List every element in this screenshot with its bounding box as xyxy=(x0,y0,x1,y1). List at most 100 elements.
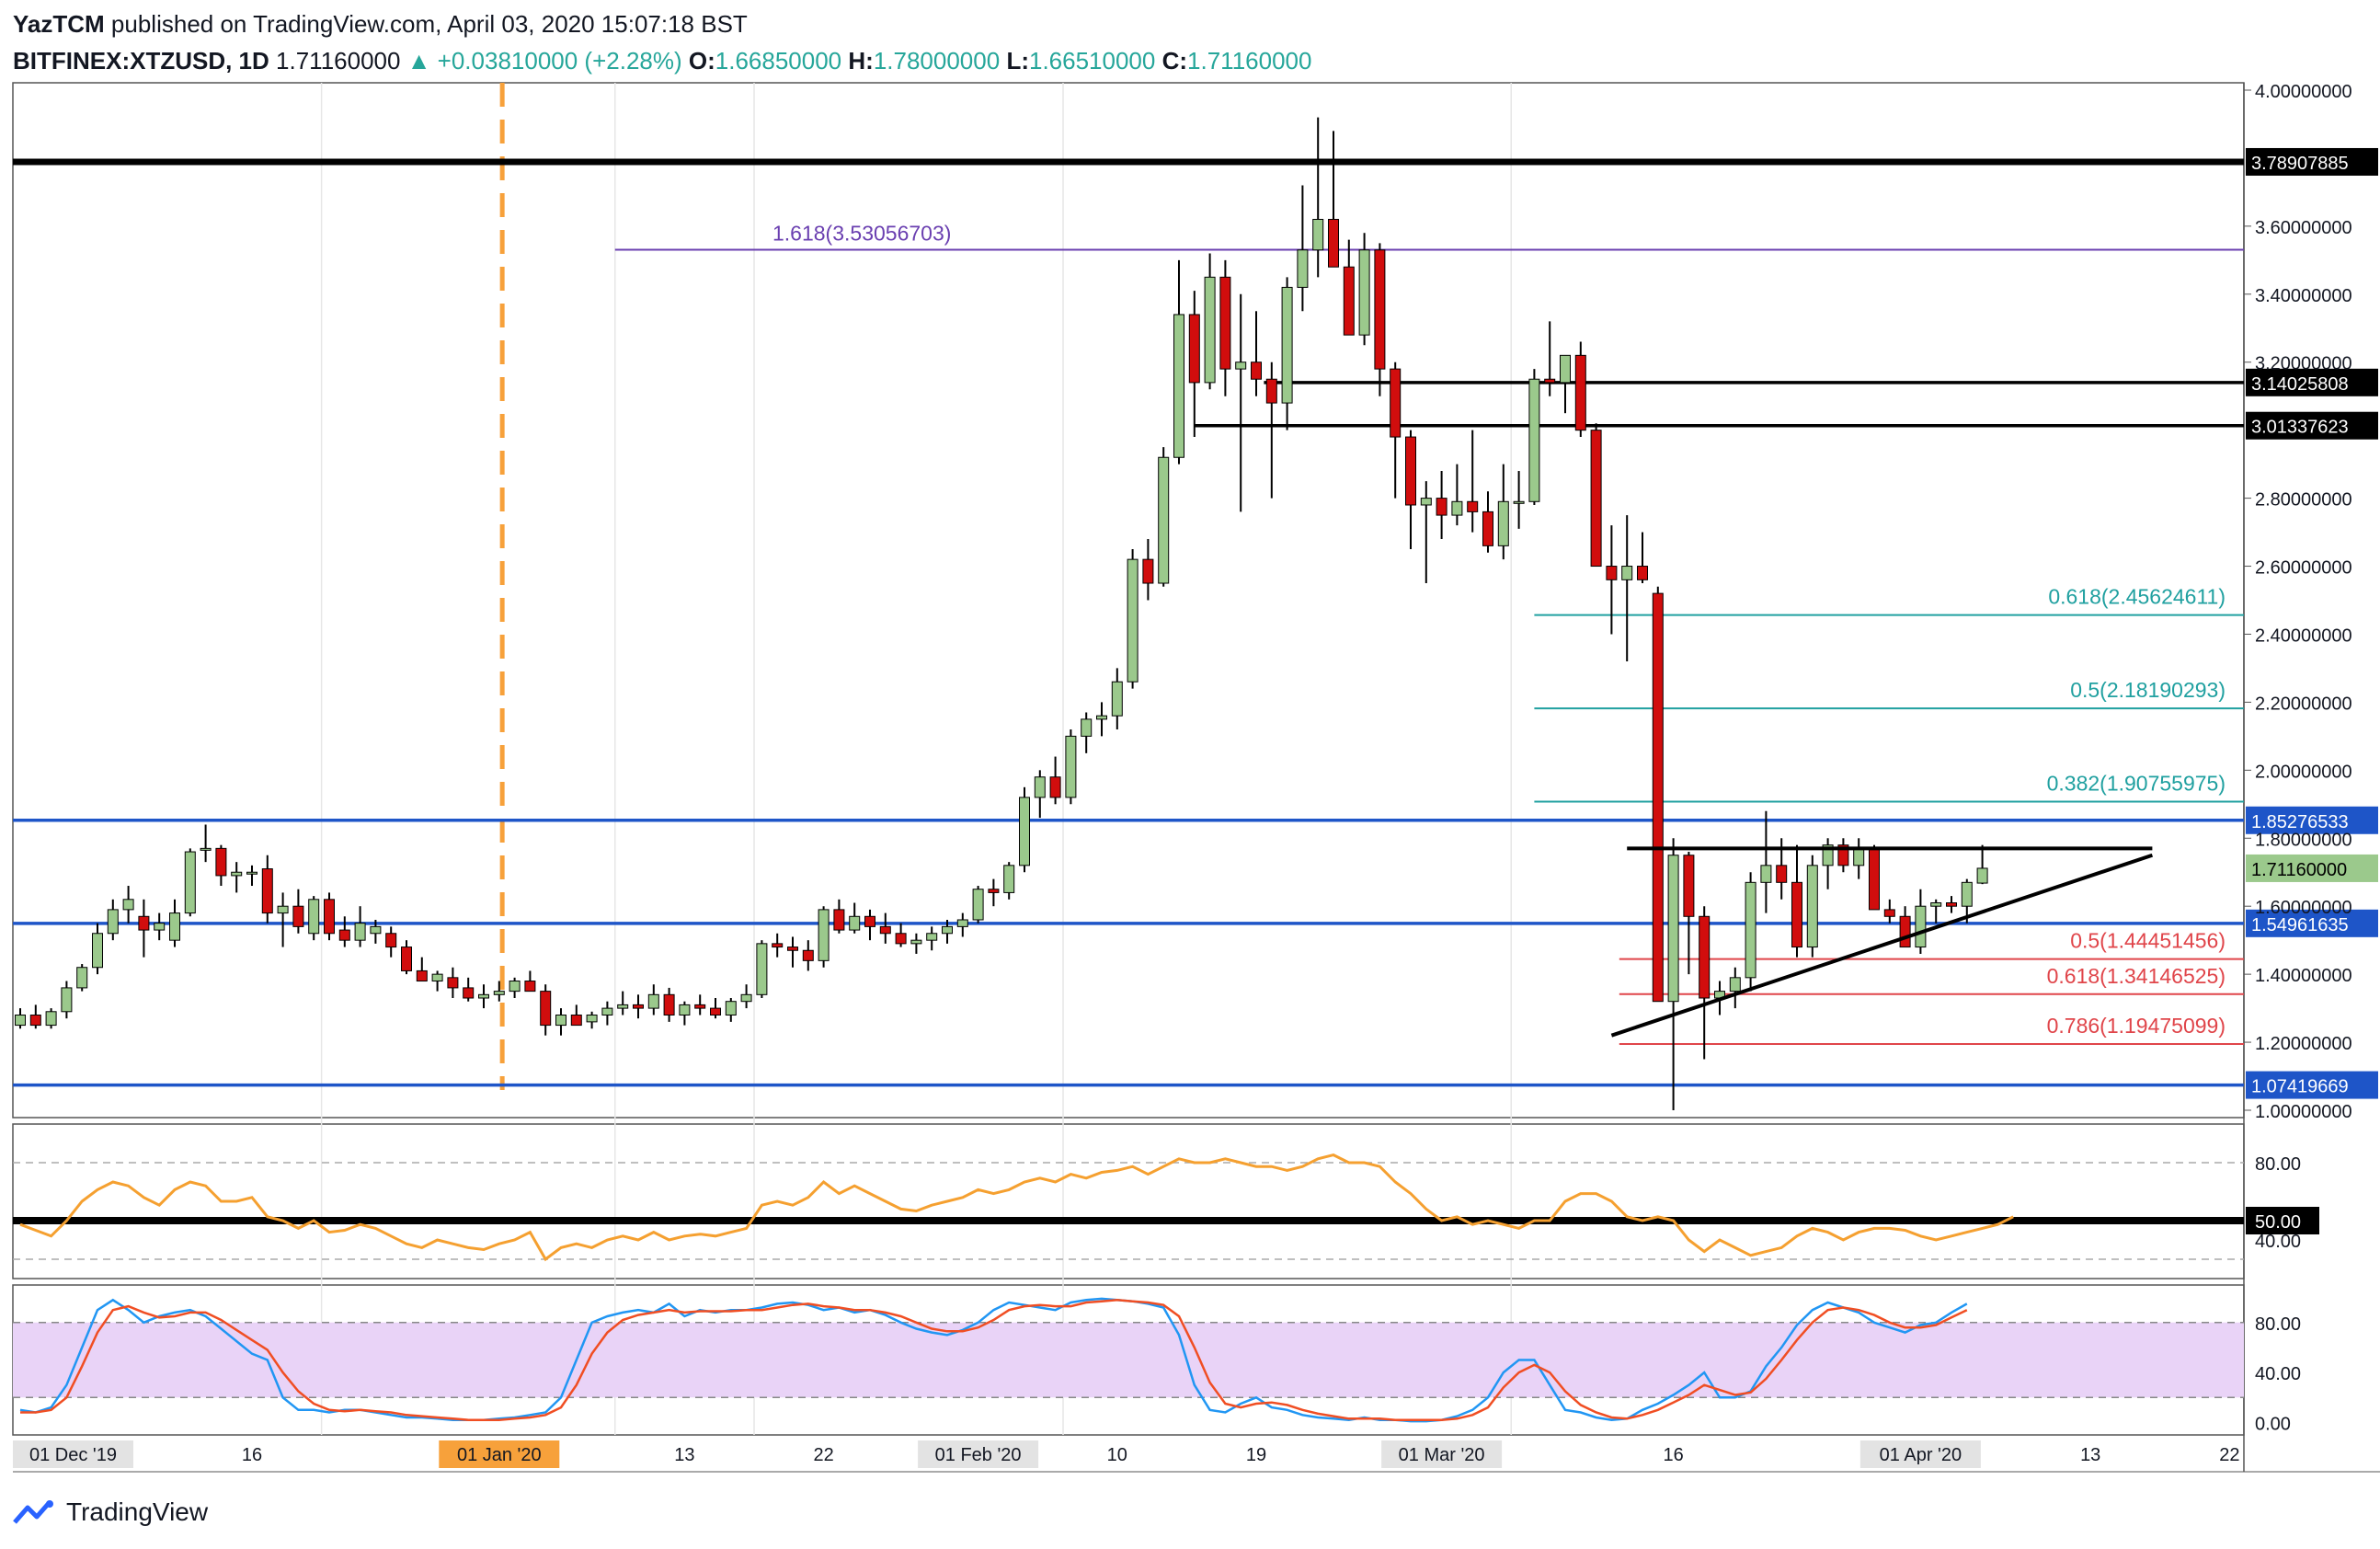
candle-body xyxy=(447,977,459,989)
symbol-label[interactable]: BITFINEX:XTZUSD, 1D xyxy=(13,47,269,75)
candle-body xyxy=(1915,905,1927,948)
high-value: 1.78000000 xyxy=(873,47,1001,75)
candle-body xyxy=(1667,855,1679,1003)
candle-body xyxy=(1729,977,1741,993)
candle-body xyxy=(1899,915,1911,948)
candle-body xyxy=(463,987,475,999)
candle-body xyxy=(1235,361,1247,370)
candle-body xyxy=(1343,266,1355,336)
price-tick-label: 2.80000000 xyxy=(2255,490,2352,511)
candle-body xyxy=(818,909,830,961)
tradingview-logo[interactable]: TradingView xyxy=(13,1497,208,1527)
candle-body xyxy=(926,933,938,941)
author-name[interactable]: YazTCM xyxy=(13,10,105,38)
candle-body xyxy=(15,1014,26,1027)
candle-body xyxy=(29,1014,41,1027)
candle-body xyxy=(308,899,320,935)
tradingview-brand: TradingView xyxy=(66,1497,209,1526)
candle-body xyxy=(1776,865,1788,883)
fib-level-label: 0.5(1.44451456) xyxy=(2070,929,2226,953)
candle-body xyxy=(61,987,73,1013)
candle-body xyxy=(1497,500,1509,546)
candle-body xyxy=(1219,276,1231,370)
candle-body xyxy=(431,973,443,982)
candle-body xyxy=(1528,378,1540,502)
candle-body xyxy=(1096,715,1107,720)
candle-body xyxy=(1158,456,1170,584)
candle-body xyxy=(740,993,752,1003)
candle-body xyxy=(910,939,922,945)
time-tick-label: 01 Feb '20 xyxy=(935,1445,1022,1465)
candle-body xyxy=(277,905,289,914)
time-tick-box xyxy=(1859,1440,1981,1468)
candle-body xyxy=(184,851,196,914)
price-tick-label: 2.20000000 xyxy=(2255,694,2352,714)
candle-body xyxy=(1837,844,1849,866)
candle-body xyxy=(555,1014,566,1027)
candle-body xyxy=(1961,881,1973,907)
candle-body xyxy=(1560,354,1571,384)
stoch-tick-label: 80.00 xyxy=(2255,1314,2301,1335)
stoch-k-line xyxy=(19,1297,1968,1423)
stoch-tick-label: 0.00 xyxy=(2255,1414,2291,1434)
candle-body xyxy=(76,967,88,989)
candle-body xyxy=(787,947,798,951)
level-price-label: 1.85276533 xyxy=(2251,812,2349,832)
level-price-label: 3.14025808 xyxy=(2251,374,2349,395)
candle-body xyxy=(1930,902,1942,907)
price-tick-label: 1.20000000 xyxy=(2255,1034,2352,1054)
candle-body xyxy=(1590,430,1602,568)
candle-body xyxy=(246,871,257,875)
candle-body xyxy=(756,943,768,995)
rsi-tick-label: 50.00 xyxy=(2255,1212,2301,1233)
candle-body xyxy=(1760,865,1772,883)
fib-level-label: 1.618(3.53056703) xyxy=(772,222,951,246)
time-tick-label: 22 xyxy=(2219,1445,2239,1465)
fib-level-label: 0.382(1.90755975) xyxy=(2047,772,2226,796)
pane-frame xyxy=(12,1123,2245,1279)
last-price-tag xyxy=(2246,854,2378,882)
stoch-tick-label: 40.00 xyxy=(2255,1364,2301,1384)
candle-body xyxy=(725,1001,737,1015)
candle-body xyxy=(879,925,891,935)
candle-body xyxy=(1251,361,1262,380)
price-tick-label: 1.60000000 xyxy=(2255,898,2352,918)
candle-body xyxy=(956,919,968,927)
time-tick-label: 22 xyxy=(813,1445,833,1465)
fib-level-label: 0.618(2.45624611) xyxy=(2048,585,2226,609)
candle-body xyxy=(1513,500,1525,504)
candle-body xyxy=(1003,865,1015,893)
candle-body xyxy=(261,868,273,914)
candle-body xyxy=(231,871,243,877)
candle-body xyxy=(1606,566,1618,580)
level-price-label: 1.54961635 xyxy=(2251,915,2349,935)
candle-body xyxy=(92,933,103,969)
time-tick-label: 16 xyxy=(242,1445,262,1465)
candle-body xyxy=(540,991,552,1027)
fib-level-label: 0.5(2.18190293) xyxy=(2070,678,2226,702)
candle-body xyxy=(338,929,350,941)
candle-body xyxy=(1405,436,1416,506)
candle-body xyxy=(1637,566,1648,580)
time-tick-label: 13 xyxy=(674,1445,694,1465)
candle-body xyxy=(942,925,953,935)
rsi-tick-label: 40.00 xyxy=(2255,1232,2301,1252)
candle-body xyxy=(122,899,134,911)
publish-line: YazTCM published on TradingView.com, Apr… xyxy=(13,6,2220,42)
candle-body xyxy=(1451,500,1463,516)
candle-body xyxy=(710,1007,721,1015)
candle-body xyxy=(1467,500,1479,512)
candle-body xyxy=(849,915,861,931)
candle-body xyxy=(1312,218,1324,251)
candle-body xyxy=(1436,498,1447,516)
price-tick-label: 2.00000000 xyxy=(2255,762,2352,782)
candle-body xyxy=(1806,865,1818,948)
candle-body xyxy=(169,912,180,941)
last-price-label: 1.71160000 xyxy=(2251,860,2347,880)
time-tick-label: 16 xyxy=(1663,1445,1683,1465)
level-price-tag xyxy=(2246,411,2378,440)
triangle-support-line xyxy=(1610,853,2154,1038)
candle-body xyxy=(1019,797,1030,866)
rsi-50-tag xyxy=(2246,1207,2319,1234)
